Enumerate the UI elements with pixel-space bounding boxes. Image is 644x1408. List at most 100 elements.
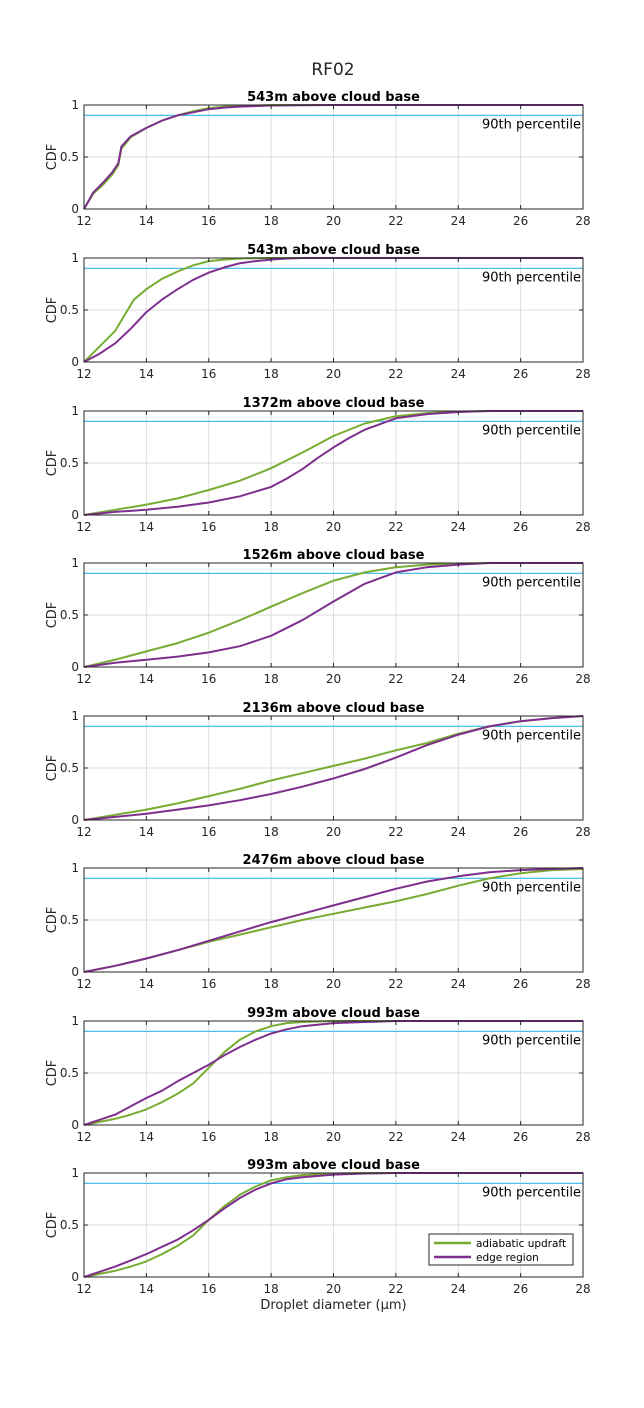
y-axis-label: CDF (45, 1060, 60, 1087)
percentile-label: 90th percentile (482, 270, 581, 285)
x-tick-label: 12 (76, 825, 91, 839)
x-tick-label: 20 (326, 1130, 341, 1144)
x-axis-label: Droplet diameter (μm) (260, 1298, 406, 1313)
y-tick-label: 1 (71, 709, 79, 723)
x-tick-label: 24 (451, 825, 466, 839)
y-axis-label: CDF (45, 450, 60, 477)
x-tick-label: 26 (513, 825, 528, 839)
x-tick-label: 16 (201, 672, 216, 686)
y-tick-label: 0 (71, 813, 79, 827)
y-tick-label: 0.5 (60, 456, 79, 470)
x-tick-label: 18 (263, 672, 278, 686)
x-tick-label: 20 (326, 214, 341, 228)
y-tick-label: 0 (71, 965, 79, 979)
y-tick-label: 0.5 (60, 1218, 79, 1232)
x-tick-label: 14 (139, 367, 154, 381)
percentile-label: 90th percentile (482, 423, 581, 438)
series-line-edge-region (83, 715, 584, 821)
x-tick-label: 28 (575, 825, 590, 839)
x-tick-label: 24 (451, 520, 466, 534)
legend-label: adiabatic updraft (476, 1238, 566, 1250)
x-tick-label: 14 (139, 977, 154, 991)
x-tick-label: 20 (326, 1282, 341, 1296)
x-tick-label: 18 (263, 977, 278, 991)
x-tick-label: 24 (451, 1282, 466, 1296)
x-tick-label: 18 (263, 1282, 278, 1296)
y-axis-label: CDF (45, 907, 60, 934)
x-tick-label: 26 (513, 1282, 528, 1296)
x-tick-label: 26 (513, 977, 528, 991)
x-tick-label: 14 (139, 672, 154, 686)
percentile-label: 90th percentile (482, 117, 581, 132)
y-tick-label: 0.5 (60, 1066, 79, 1080)
x-tick-label: 28 (575, 1130, 590, 1144)
x-tick-label: 16 (201, 1282, 216, 1296)
x-tick-label: 12 (76, 520, 91, 534)
x-tick-label: 12 (76, 214, 91, 228)
x-tick-label: 18 (263, 825, 278, 839)
x-tick-label: 22 (388, 214, 403, 228)
y-tick-label: 0 (71, 355, 79, 369)
x-tick-label: 28 (575, 672, 590, 686)
panel-title: 543m above cloud base (247, 243, 420, 258)
y-tick-label: 1 (71, 404, 79, 418)
percentile-label: 90th percentile (482, 575, 581, 590)
x-tick-label: 20 (326, 520, 341, 534)
x-tick-label: 26 (513, 672, 528, 686)
panel-5: 12 14 16 18 20 22 24 26 28 0 0.5 1 2136m above cloud… (45, 701, 591, 839)
x-tick-label: 16 (201, 825, 216, 839)
panel-7: 12 14 16 18 20 22 24 26 28 0 0.5 1 993m above cloud … (45, 1006, 591, 1144)
series-line-edge-region (83, 867, 584, 973)
panel-title: 2476m above cloud base (243, 853, 425, 868)
x-tick-label: 16 (201, 1130, 216, 1144)
x-tick-label: 28 (575, 1282, 590, 1296)
y-tick-label: 1 (71, 1166, 79, 1180)
y-tick-label: 0.5 (60, 150, 79, 164)
x-tick-label: 28 (575, 367, 590, 381)
legend: adiabatic updraft edge region (428, 1233, 574, 1266)
y-tick-label: 1 (71, 1014, 79, 1028)
series-line-edge-region (83, 562, 583, 668)
y-tick-label: 0.5 (60, 913, 79, 927)
x-tick-label: 22 (388, 1282, 403, 1296)
panel-title: 993m above cloud base (247, 1006, 420, 1021)
x-tick-label: 12 (76, 367, 91, 381)
legend-box (428, 1233, 574, 1266)
x-tick-label: 26 (513, 520, 528, 534)
figure-title: RF02 (311, 60, 354, 80)
y-tick-label: 0.5 (60, 608, 79, 622)
percentile-label: 90th percentile (482, 880, 581, 895)
y-axis-label: CDF (45, 144, 60, 171)
y-tick-label: 1 (71, 556, 79, 570)
x-tick-label: 22 (388, 977, 403, 991)
panel-2: 12 14 16 18 20 22 24 26 28 0 0.5 1 543m above cloud … (45, 243, 591, 381)
x-tick-label: 14 (139, 825, 154, 839)
x-tick-label: 16 (201, 977, 216, 991)
y-axis-label: CDF (45, 755, 60, 782)
panel-3: 12 14 16 18 20 22 24 26 28 0 0.5 1 1372m above cloud… (45, 396, 591, 534)
panel-title: 993m above cloud base (247, 1158, 420, 1173)
x-tick-label: 22 (388, 367, 403, 381)
panel-6: 12 14 16 18 20 22 24 26 28 0 0.5 1 2476m above cloud… (45, 853, 591, 991)
y-tick-label: 0 (71, 1118, 79, 1132)
x-tick-label: 24 (451, 367, 466, 381)
x-tick-label: 24 (451, 977, 466, 991)
x-tick-label: 18 (263, 214, 278, 228)
x-tick-label: 22 (388, 672, 403, 686)
y-tick-label: 0.5 (60, 303, 79, 317)
x-tick-label: 28 (575, 214, 590, 228)
x-tick-label: 22 (388, 1130, 403, 1144)
x-tick-label: 12 (76, 977, 91, 991)
x-tick-label: 20 (326, 367, 341, 381)
legend-label: edge region (476, 1252, 539, 1264)
x-tick-label: 24 (451, 214, 466, 228)
x-tick-label: 12 (76, 672, 91, 686)
y-axis-label: CDF (45, 1212, 60, 1239)
x-tick-label: 12 (76, 1130, 91, 1144)
x-tick-label: 26 (513, 214, 528, 228)
x-tick-label: 16 (201, 214, 216, 228)
x-tick-label: 14 (139, 520, 154, 534)
panels: 12 14 16 18 20 22 24 26 28 0 0.5 1 543m above cloud … (45, 90, 591, 1313)
x-tick-label: 24 (451, 672, 466, 686)
x-tick-label: 18 (263, 520, 278, 534)
